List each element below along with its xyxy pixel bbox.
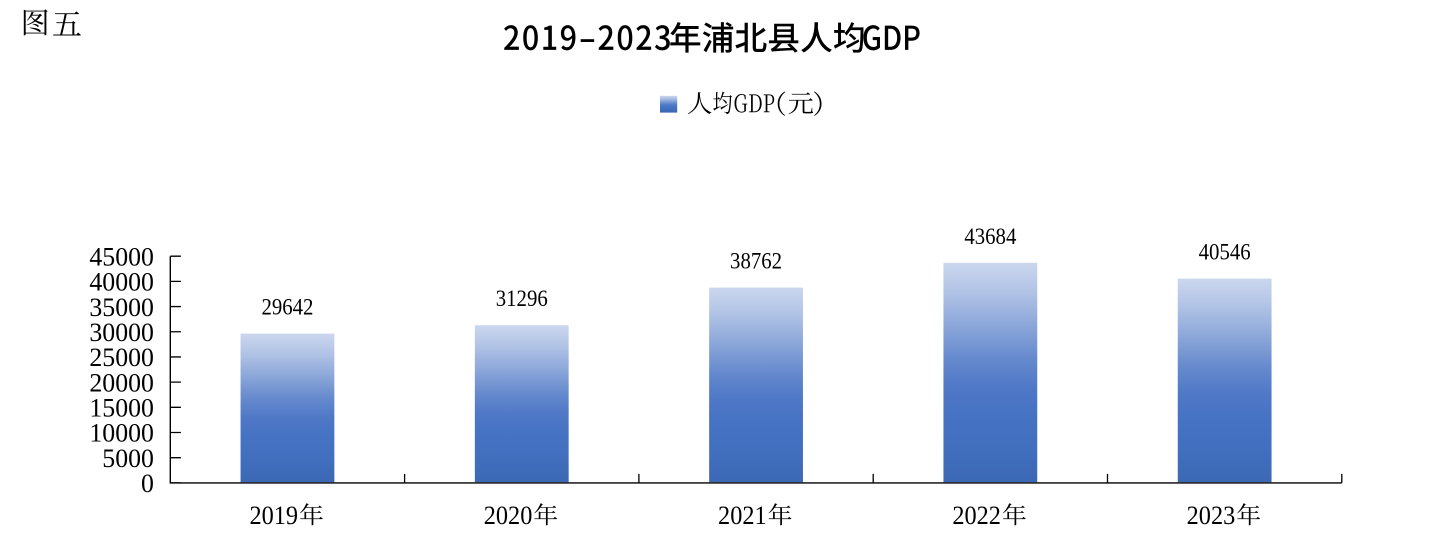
svg-text:43684: 43684 <box>964 224 1016 249</box>
svg-text:40000: 40000 <box>89 268 154 297</box>
svg-text:2020: 2020 <box>484 500 533 530</box>
svg-text:20000: 20000 <box>89 368 154 397</box>
svg-text:31296: 31296 <box>496 286 548 311</box>
svg-text:45000: 45000 <box>89 242 154 271</box>
svg-text:38762: 38762 <box>730 249 782 274</box>
svg-text:2023: 2023 <box>1187 500 1236 530</box>
svg-text:0: 0 <box>141 469 154 498</box>
svg-text:35000: 35000 <box>89 293 154 322</box>
svg-text:29642: 29642 <box>261 295 313 320</box>
svg-text:40546: 40546 <box>1199 240 1251 265</box>
svg-text:15000: 15000 <box>89 394 154 423</box>
svg-text:10000: 10000 <box>89 419 154 448</box>
svg-text:2021: 2021 <box>718 500 767 530</box>
svg-text:30000: 30000 <box>89 318 154 347</box>
svg-text:5000: 5000 <box>102 444 154 473</box>
svg-text:25000: 25000 <box>89 343 154 372</box>
svg-text:2019: 2019 <box>249 500 298 530</box>
svg-text:2022: 2022 <box>952 500 1001 530</box>
